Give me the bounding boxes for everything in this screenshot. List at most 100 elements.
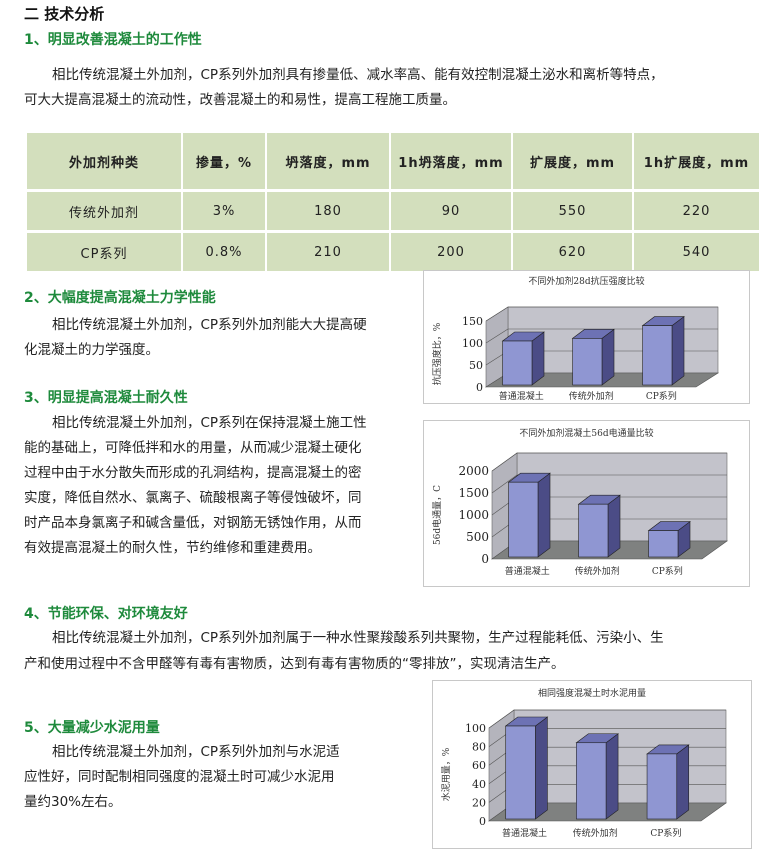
- bar: [646, 753, 678, 820]
- y-tick-label: 40: [472, 778, 486, 791]
- section-3-heading: 3、明显提高混凝土耐久性: [24, 390, 188, 406]
- y-tick-label: 80: [472, 741, 486, 754]
- bar-side: [671, 315, 685, 386]
- x-tick-label: CP系列: [652, 565, 683, 577]
- chart-svg: 不同外加剂混凝土56d电通量比较 0 500 1000 1500 2000 56d电通量，C…: [431, 427, 728, 577]
- section-5-text: 量约30%左右。: [24, 794, 122, 810]
- section-4-text: 产和使用过程中不含甲醛等有毒有害物质，达到有毒有害物质的“零排放”，实现清洁生产…: [24, 656, 565, 672]
- admixture-comparison-table: 外加剂种类 掺量，% 坍落度，mm 1h坍落度，mm 扩展度，mm 1h扩展度，…: [25, 130, 761, 274]
- table-cell: 0.8%: [183, 233, 265, 271]
- bar: [648, 530, 679, 558]
- table-row: 传统外加剂 3% 180 90 550 220: [27, 192, 759, 230]
- bar-side: [676, 744, 690, 820]
- y-tick-label: 0: [476, 381, 483, 394]
- table-cell: 3%: [183, 192, 265, 230]
- chart-svg: 相同强度混凝土时水泥用量 0 20 40 60 80 100 水泥用量，% 普通混凝土 传统外加剂…: [440, 687, 727, 839]
- y-tick-label: 20: [472, 796, 486, 809]
- page-title: 二 技术分析: [24, 5, 105, 23]
- chart-title: 不同外加剂28d抗压强度比较: [528, 275, 644, 287]
- chart-svg: 不同外加剂28d抗压强度比较 0 50 100 150 抗压强度比，% 普通混凝土 传统外加剂…: [431, 275, 720, 402]
- bar-side: [537, 472, 551, 558]
- table-cell: 210: [267, 233, 389, 271]
- gridline: [491, 474, 518, 494]
- section-3-text: 实度，降低自然水、氯离子、硫酸根离子等侵蚀破坏，同: [24, 490, 362, 506]
- table-cell: 620: [513, 233, 632, 271]
- y-tick-label: 2000: [458, 464, 489, 478]
- bar: [505, 725, 536, 820]
- section-1-heading: 1、明显改善混凝土的工作性: [24, 32, 202, 48]
- section-1-text: 相比传统混凝土外加剂，CP系列外加剂具有掺量低、减水率高、能有效控制混凝土泌水和…: [52, 67, 664, 83]
- section-5-text: 应性好，同时配制相同强度的混凝土时可减少水泥用: [24, 769, 335, 785]
- x-tick-label: 传统外加剂: [575, 565, 620, 577]
- bar: [508, 481, 539, 558]
- x-tick-label: CP系列: [650, 827, 681, 839]
- section-2-text: 化混凝土的力学强度。: [24, 342, 159, 358]
- section-3-text: 时产品本身氯离子和碱含量低，对钢筋无锈蚀作用，从而: [24, 515, 362, 531]
- y-tick-label: 500: [466, 530, 489, 544]
- gridline: [485, 306, 509, 322]
- table-header-row: 外加剂种类 掺量，% 坍落度，mm 1h坍落度，mm 扩展度，mm 1h扩展度，…: [27, 133, 759, 189]
- bar: [642, 325, 673, 386]
- table-cell: 180: [267, 192, 389, 230]
- table-cell: 540: [634, 233, 759, 271]
- y-axis-label: 水泥用量，%: [440, 747, 452, 801]
- gridline: [488, 709, 515, 729]
- section-2-text: 相比传统混凝土外加剂，CP系列外加剂能大大提高硬: [52, 317, 367, 333]
- y-tick-label: 1000: [458, 508, 489, 522]
- table-header: 掺量，%: [183, 133, 265, 189]
- x-tick-label: CP系列: [646, 390, 677, 402]
- compressive-strength-chart: 不同外加剂28d抗压强度比较 0 50 100 150 抗压强度比，% 普通混凝土 传统外加剂…: [423, 270, 750, 404]
- x-tick-label: 传统外加剂: [569, 390, 614, 402]
- section-1-text: 可大大提高混凝土的流动性，改善混凝土的和易性，提高工程施工质量。: [24, 92, 456, 108]
- section-4-heading: 4、节能环保、对环境友好: [24, 606, 188, 622]
- bar: [576, 742, 607, 820]
- chart-title: 不同外加剂混凝土56d电通量比较: [519, 427, 653, 439]
- x-tick-label: 普通混凝土: [499, 390, 544, 402]
- y-tick-label: 100: [465, 722, 486, 735]
- chart-title: 相同强度混凝土时水泥用量: [538, 687, 646, 699]
- table-cell: 传统外加剂: [27, 192, 181, 230]
- table-cell: 220: [634, 192, 759, 230]
- table-header: 外加剂种类: [27, 133, 181, 189]
- table-header: 坍落度，mm: [267, 133, 389, 189]
- section-3-text: 能的基础上，可降低拌和水的用量，从而减少混凝土硬化: [24, 440, 362, 456]
- table-cell: 90: [391, 192, 511, 230]
- bar-side: [605, 733, 619, 820]
- table-header: 扩展度，mm: [513, 133, 632, 189]
- y-tick-label: 100: [462, 337, 483, 350]
- y-tick-label: 50: [469, 359, 483, 372]
- bar: [572, 338, 603, 386]
- y-tick-label: 150: [462, 315, 483, 328]
- section-2-heading: 2、大幅度提高混凝土力学性能: [24, 290, 216, 306]
- x-tick-label: 传统外加剂: [573, 827, 618, 839]
- bar: [578, 503, 609, 558]
- back-wall: [513, 709, 727, 804]
- y-tick-label: 60: [472, 759, 486, 772]
- gridline: [485, 328, 509, 344]
- bar: [502, 340, 533, 386]
- table-row: CP系列 0.8% 210 200 620 540: [27, 233, 759, 271]
- x-tick-label: 普通混凝土: [505, 565, 550, 577]
- y-axis-label: 抗压强度比，%: [431, 322, 443, 385]
- cement-usage-chart: 相同强度混凝土时水泥用量 0 20 40 60 80 100 水泥用量，% 普通混凝土 传统外加剂…: [432, 680, 752, 849]
- section-3-text: 过程中由于水分散失而形成的孔洞结构，提高混凝土的密: [24, 465, 362, 481]
- gridline: [491, 452, 518, 472]
- section-5-text: 相比传统混凝土外加剂，CP系列外加剂与水泥适: [52, 744, 340, 760]
- electric-flux-chart: 不同外加剂混凝土56d电通量比较 0 500 1000 1500 2000 56d电通量，C…: [423, 420, 750, 587]
- section-5-heading: 5、大量减少水泥用量: [24, 720, 160, 736]
- y-tick-label: 0: [479, 815, 486, 828]
- table-header: 1h坍落度，mm: [391, 133, 511, 189]
- bar-side: [607, 494, 621, 558]
- table-cell: CP系列: [27, 233, 181, 271]
- y-tick-label: 0: [481, 552, 489, 566]
- table-cell: 200: [391, 233, 511, 271]
- table-header: 1h扩展度，mm: [634, 133, 759, 189]
- x-tick-label: 普通混凝土: [502, 827, 547, 839]
- y-axis-label: 56d电通量，C: [431, 485, 443, 545]
- section-3-text: 有效提高混凝土的耐久性，节约维修和重建费用。: [24, 540, 321, 556]
- section-4-text: 相比传统混凝土外加剂，CP系列外加剂属于一种水性聚羧酸系列共聚物，生产过程能耗低…: [52, 630, 664, 646]
- bar-side: [601, 328, 615, 386]
- y-tick-label: 1500: [458, 486, 489, 500]
- bar-side: [535, 716, 548, 820]
